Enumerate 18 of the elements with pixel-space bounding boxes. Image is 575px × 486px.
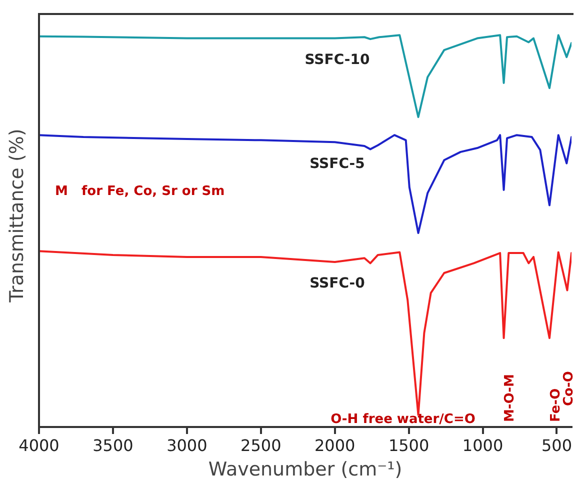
annotation: Fe-O [548, 388, 564, 422]
x-tick-label: 3000 [166, 436, 208, 455]
x-axis-title: Wavenumber (cm⁻¹) [208, 458, 402, 481]
annotation: Co-O [561, 371, 575, 406]
annotation: M-O-M [502, 374, 518, 422]
x-tick-label: 3500 [92, 436, 134, 455]
annotation: O-H free water/C=O [330, 412, 476, 427]
annotation: M for Fe, Co, Sr or Sm [55, 184, 225, 199]
series-label: SSFC-0 [310, 276, 366, 292]
series-label: SSFC-10 [304, 52, 370, 68]
x-tick-label: 1000 [462, 436, 504, 455]
y-axis-title: Transmittance (%) [6, 128, 28, 304]
x-tick-label: 500 [541, 436, 572, 455]
x-tick-label: 2500 [240, 436, 282, 455]
series-label: SSFC-5 [310, 156, 365, 172]
x-tick-label: 2000 [314, 436, 356, 455]
x-tick-label: 4000 [18, 436, 60, 455]
x-tick-label: 1500 [388, 436, 430, 455]
